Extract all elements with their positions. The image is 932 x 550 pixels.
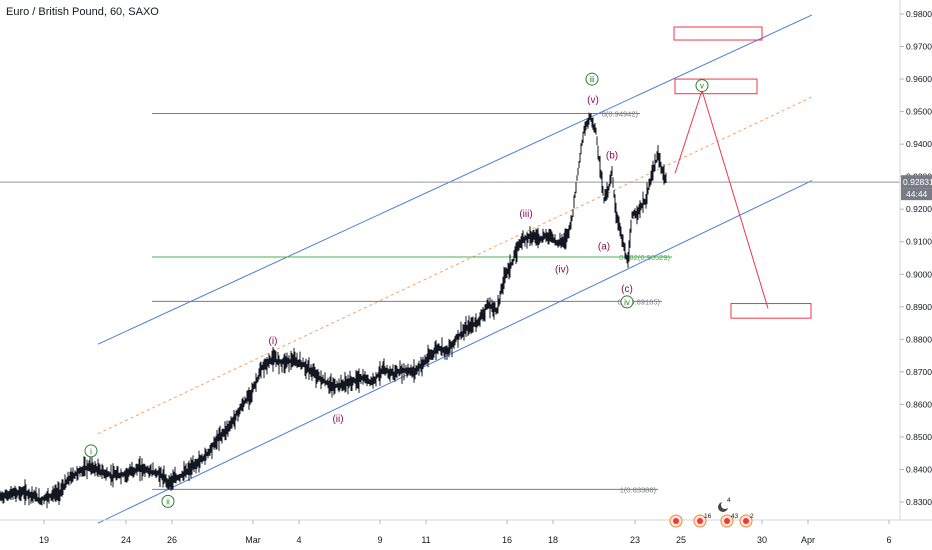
projection-path[interactable] — [674, 88, 769, 309]
event-count: 16 — [704, 513, 712, 520]
target-boxes[interactable] — [673, 26, 812, 319]
wave-label: (iii) — [519, 209, 532, 220]
wave-label: v — [700, 82, 704, 91]
last-price-label: 0.92831 — [903, 177, 932, 187]
x-tick-label: 19 — [39, 535, 49, 545]
price-series — [0, 112, 667, 509]
wave-label: iii — [589, 75, 595, 84]
event-flag-dot — [743, 518, 749, 524]
countdown-tag — [901, 188, 932, 201]
wave-label: (ii) — [332, 414, 343, 425]
channel-mid-line[interactable] — [97, 96, 813, 435]
level-label: 0(0.94942) — [602, 109, 639, 118]
x-tick-label: 16 — [502, 535, 512, 545]
event-flag-dot — [673, 518, 679, 524]
projection-line[interactable] — [674, 88, 769, 309]
x-tick-label: Mar — [245, 535, 261, 545]
wave-label: ii — [166, 497, 170, 506]
x-tick-label: 6 — [886, 535, 891, 545]
earnings-moon-cutout — [721, 501, 729, 509]
wave-label: (b) — [606, 151, 618, 162]
wave-circle — [620, 295, 634, 309]
x-tick-label: 18 — [548, 535, 558, 545]
wave-label: (v) — [587, 95, 599, 106]
chart-title: Euro / British Pound, 60, SAXO — [6, 6, 159, 18]
wave-label: (a) — [598, 242, 610, 253]
wave-circle — [585, 72, 599, 86]
wave-label: i — [90, 447, 92, 456]
x-tick-label: Apr — [801, 535, 815, 545]
event-markers[interactable]: 16 43 2 4 — [669, 497, 754, 528]
target-box[interactable] — [674, 78, 758, 95]
wave-circle — [84, 444, 98, 458]
x-tick-label: 26 — [167, 535, 177, 545]
wave-label: iv — [624, 298, 630, 307]
level-label: 1(0.83388) — [620, 485, 657, 494]
channel-lower-line[interactable] — [97, 180, 813, 524]
target-box[interactable] — [730, 303, 812, 319]
event-flag-dot — [697, 518, 703, 524]
event-badge-count: 4 — [727, 497, 731, 504]
event-count: 2 — [750, 513, 754, 520]
y-tick-label: 0.98000 — [906, 9, 932, 19]
wave-circle — [161, 494, 175, 508]
wave-label: (iv) — [555, 264, 569, 275]
countdown-label: 44:44 — [906, 189, 928, 199]
price-channel[interactable] — [97, 14, 813, 524]
channel-upper-line[interactable] — [97, 14, 813, 345]
x-tick-label: 24 — [121, 535, 131, 545]
x-tick-label: 11 — [421, 535, 430, 545]
wave-label: (i) — [269, 336, 278, 347]
level-label: 0.5(0.89165) — [617, 297, 660, 306]
x-tick-label: 25 — [676, 535, 686, 545]
level-label: 0.382(0.90529) — [619, 253, 670, 262]
target-box[interactable] — [673, 26, 763, 41]
x-tick-label: 4 — [296, 535, 301, 545]
last-price-tag — [901, 175, 932, 189]
x-tick-label: 9 — [377, 535, 382, 545]
x-tick-label: 30 — [757, 535, 767, 545]
event-count: 43 — [731, 513, 739, 520]
price-bars — [0, 112, 667, 509]
fib-levels[interactable]: 0(0.94942) 0.382(0.90529) 0.5(0.89165) 1(0.… — [0, 109, 900, 494]
wave-label: (c) — [621, 284, 633, 295]
x-tick-label: 23 — [630, 535, 640, 545]
wave-circle — [695, 79, 709, 93]
event-flag-dot — [724, 518, 730, 524]
